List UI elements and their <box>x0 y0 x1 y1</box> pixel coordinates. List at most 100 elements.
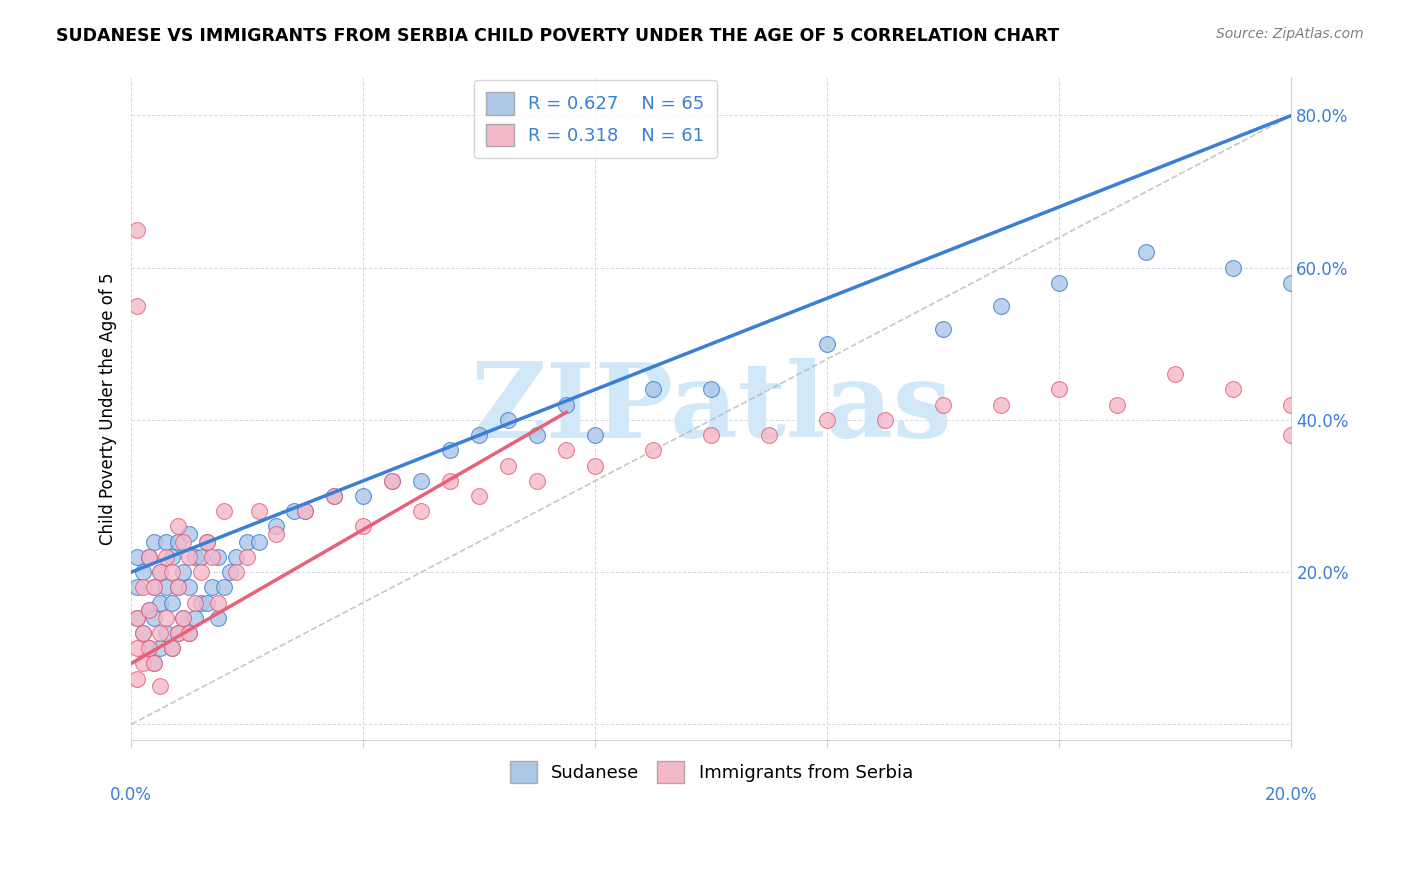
Point <box>138 641 160 656</box>
Point <box>195 534 218 549</box>
Point <box>990 398 1012 412</box>
Point <box>1107 398 1129 412</box>
Point <box>1047 383 1070 397</box>
Point <box>166 626 188 640</box>
Point <box>149 565 172 579</box>
Point <box>125 611 148 625</box>
Point <box>125 611 148 625</box>
Point <box>218 565 240 579</box>
Point <box>1281 428 1303 442</box>
Point <box>1135 245 1157 260</box>
Point <box>815 413 838 427</box>
Point <box>207 549 229 564</box>
Point <box>468 489 491 503</box>
Point <box>195 596 218 610</box>
Point <box>212 504 235 518</box>
Point <box>125 222 148 236</box>
Point <box>1047 276 1070 290</box>
Point <box>264 519 287 533</box>
Point <box>190 549 212 564</box>
Point <box>143 611 166 625</box>
Point <box>990 299 1012 313</box>
Point <box>236 549 259 564</box>
Point <box>1164 368 1187 382</box>
Point <box>411 474 433 488</box>
Point <box>283 504 305 518</box>
Point <box>132 657 155 671</box>
Point <box>439 443 461 458</box>
Point <box>700 383 723 397</box>
Point <box>125 299 148 313</box>
Point <box>225 565 247 579</box>
Point <box>207 596 229 610</box>
Point <box>555 398 578 412</box>
Text: SUDANESE VS IMMIGRANTS FROM SERBIA CHILD POVERTY UNDER THE AGE OF 5 CORRELATION : SUDANESE VS IMMIGRANTS FROM SERBIA CHILD… <box>56 27 1060 45</box>
Point <box>1222 260 1244 275</box>
Point <box>294 504 316 518</box>
Point <box>160 641 183 656</box>
Point <box>143 580 166 594</box>
Point <box>125 672 148 686</box>
Point <box>583 458 606 473</box>
Point <box>125 641 148 656</box>
Point <box>201 549 224 564</box>
Point <box>132 626 155 640</box>
Point <box>155 549 177 564</box>
Point <box>166 626 188 640</box>
Point <box>155 534 177 549</box>
Y-axis label: Child Poverty Under the Age of 5: Child Poverty Under the Age of 5 <box>100 272 117 545</box>
Point <box>132 580 155 594</box>
Point <box>149 626 172 640</box>
Point <box>352 489 374 503</box>
Point <box>468 428 491 442</box>
Point <box>143 580 166 594</box>
Point <box>172 565 194 579</box>
Point <box>160 565 183 579</box>
Point <box>179 626 201 640</box>
Point <box>166 580 188 594</box>
Point <box>1222 383 1244 397</box>
Point <box>138 641 160 656</box>
Point <box>149 641 172 656</box>
Point <box>160 549 183 564</box>
Point <box>166 519 188 533</box>
Point <box>264 527 287 541</box>
Point <box>439 474 461 488</box>
Point <box>381 474 404 488</box>
Point <box>201 580 224 594</box>
Point <box>643 383 665 397</box>
Point <box>172 611 194 625</box>
Point <box>138 603 160 617</box>
Point <box>132 565 155 579</box>
Point <box>179 527 201 541</box>
Point <box>172 534 194 549</box>
Point <box>381 474 404 488</box>
Point <box>1281 398 1303 412</box>
Point <box>555 443 578 458</box>
Point <box>160 596 183 610</box>
Point <box>758 428 780 442</box>
Text: 20.0%: 20.0% <box>1265 786 1317 804</box>
Point <box>323 489 346 503</box>
Point <box>236 534 259 549</box>
Point <box>155 611 177 625</box>
Point <box>138 549 160 564</box>
Point <box>155 580 177 594</box>
Point <box>526 474 548 488</box>
Point <box>498 458 520 473</box>
Point <box>323 489 346 503</box>
Point <box>815 336 838 351</box>
Point <box>184 549 207 564</box>
Point <box>143 657 166 671</box>
Point <box>143 534 166 549</box>
Point <box>294 504 316 518</box>
Point <box>1281 276 1303 290</box>
Point <box>138 603 160 617</box>
Point <box>179 549 201 564</box>
Point <box>247 504 270 518</box>
Point <box>190 565 212 579</box>
Point <box>352 519 374 533</box>
Text: Source: ZipAtlas.com: Source: ZipAtlas.com <box>1216 27 1364 41</box>
Point <box>247 534 270 549</box>
Point <box>132 626 155 640</box>
